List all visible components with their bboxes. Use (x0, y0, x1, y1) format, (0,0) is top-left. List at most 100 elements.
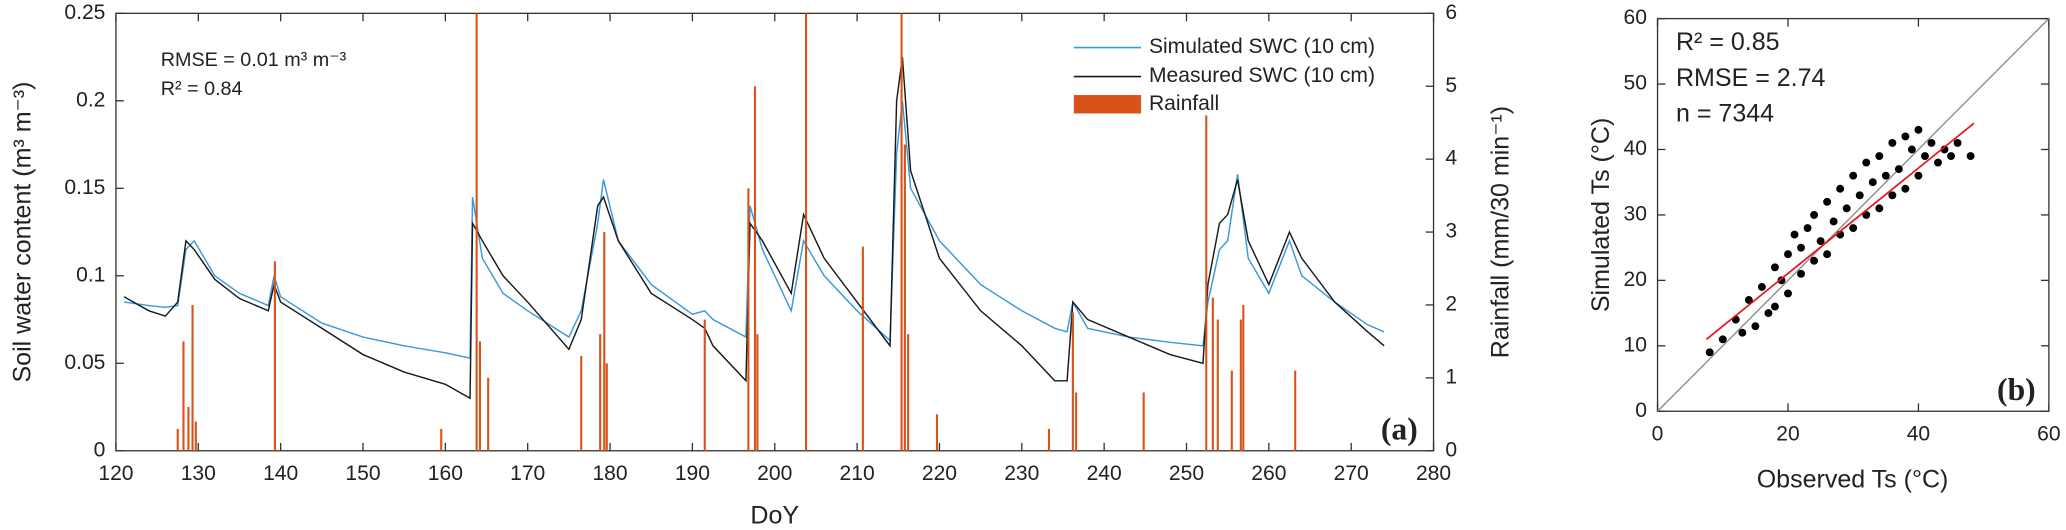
y2-tick-label: 0 (1445, 438, 1457, 461)
rain-bar (475, 13, 478, 451)
point (1855, 191, 1864, 200)
rain-bar (1142, 392, 1145, 451)
point (1888, 191, 1897, 200)
rain-bar (804, 13, 808, 451)
swc-line (123, 56, 1385, 400)
rain-bar (1075, 392, 1078, 451)
rain-bar (753, 86, 757, 451)
point (1888, 138, 1897, 147)
y-tick-label: 10 (1624, 333, 1647, 356)
point (1875, 204, 1884, 213)
point (1829, 217, 1838, 226)
x-tick-label: 20 (1776, 423, 1799, 446)
y2-tick-label: 5 (1445, 74, 1457, 97)
legend-label: Rainfall (1149, 92, 1219, 115)
rain-bar (1239, 319, 1242, 451)
y-tick-label: 40 (1624, 137, 1647, 160)
point (1751, 322, 1760, 331)
rain-bar (603, 232, 606, 451)
point (1907, 145, 1916, 154)
point (1803, 224, 1812, 232)
y2-tick-label: 2 (1445, 293, 1457, 316)
panel-label: (b) (1997, 372, 2036, 407)
x-tick-label: 200 (757, 462, 792, 485)
x-tick-label: 40 (1907, 423, 1930, 446)
y-tick-label: 0.05 (64, 351, 105, 374)
point (1849, 171, 1858, 180)
point (1770, 263, 1779, 272)
point (1757, 282, 1766, 291)
rain-bar (935, 414, 939, 451)
point (1810, 210, 1819, 219)
y-tick-label: 30 (1624, 202, 1647, 225)
x-axis-label: Observed Ts (°C) (1757, 466, 1949, 494)
y-axis-label: Simulated Ts (°C) (1587, 118, 1615, 312)
rain-bar (580, 356, 583, 451)
point (1901, 184, 1910, 193)
x-tick-label: 130 (181, 462, 216, 485)
rain-bar (440, 428, 443, 451)
rain-bar (191, 304, 194, 451)
x-tick-label: 0 (1652, 423, 1664, 446)
rain-bar (1242, 304, 1245, 451)
point (1966, 152, 1975, 160)
rain-bar (605, 363, 608, 451)
rain-bar (907, 334, 910, 451)
point (1705, 348, 1714, 357)
point (1862, 210, 1871, 219)
point (1875, 152, 1884, 160)
y-tick-label: 20 (1624, 268, 1647, 291)
point (1823, 250, 1832, 259)
point (1934, 158, 1942, 167)
point (1738, 328, 1747, 337)
y-tick-label: 0.15 (64, 176, 105, 199)
x-tick-label: 210 (840, 462, 875, 485)
point (1894, 165, 1903, 174)
point (1901, 132, 1910, 141)
x-tick-label: 150 (345, 462, 380, 485)
point (1718, 335, 1727, 344)
rain-bar (756, 334, 759, 451)
point (1823, 197, 1832, 206)
point (1842, 204, 1851, 213)
annotation: R² = 0.84 (161, 78, 243, 100)
point (1797, 243, 1805, 252)
y2-tick-label: 6 (1445, 1, 1457, 24)
y-tick-label: 0 (94, 438, 106, 461)
rain-bar (599, 334, 602, 451)
x-tick-label: 60 (2037, 423, 2060, 446)
x-tick-label: 190 (675, 462, 710, 485)
point (1784, 250, 1792, 259)
point (1920, 152, 1929, 160)
rain-bar (1294, 370, 1297, 451)
point (1770, 302, 1779, 311)
rain-bar (1216, 319, 1219, 451)
x-tick-label: 260 (1251, 462, 1286, 485)
rain-bar (176, 428, 179, 451)
rain-bar (1071, 312, 1074, 451)
rain-bar (900, 13, 903, 451)
identity-line (1657, 18, 2050, 412)
y2-tick-label: 4 (1445, 147, 1457, 170)
y2-axis-label: Rainfall (mm/30 min⁻¹) (1487, 106, 1515, 358)
x-tick-label: 250 (1169, 462, 1204, 485)
y-axis-label: Soil water content (m³ m⁻³) (8, 82, 36, 383)
rain-bar (487, 377, 490, 451)
point (1868, 178, 1877, 187)
x-tick-label: 240 (1087, 462, 1122, 485)
y-tick-label: 50 (1624, 72, 1647, 95)
y-tick-label: 60 (1624, 6, 1647, 29)
swc-line (124, 100, 1385, 359)
rain-bar (1230, 370, 1233, 451)
y-tick-label: 0.25 (64, 1, 105, 24)
x-tick-label: 180 (592, 462, 627, 485)
panel-label: (a) (1381, 412, 1418, 447)
y-tick-label: 0 (1635, 399, 1647, 422)
fit-line (1705, 122, 1975, 340)
y2-tick-label: 3 (1445, 220, 1457, 243)
point (1940, 145, 1949, 154)
legend-label: Measured SWC (10 cm) (1149, 64, 1375, 87)
point (1797, 269, 1805, 278)
rain-bar (187, 407, 190, 451)
